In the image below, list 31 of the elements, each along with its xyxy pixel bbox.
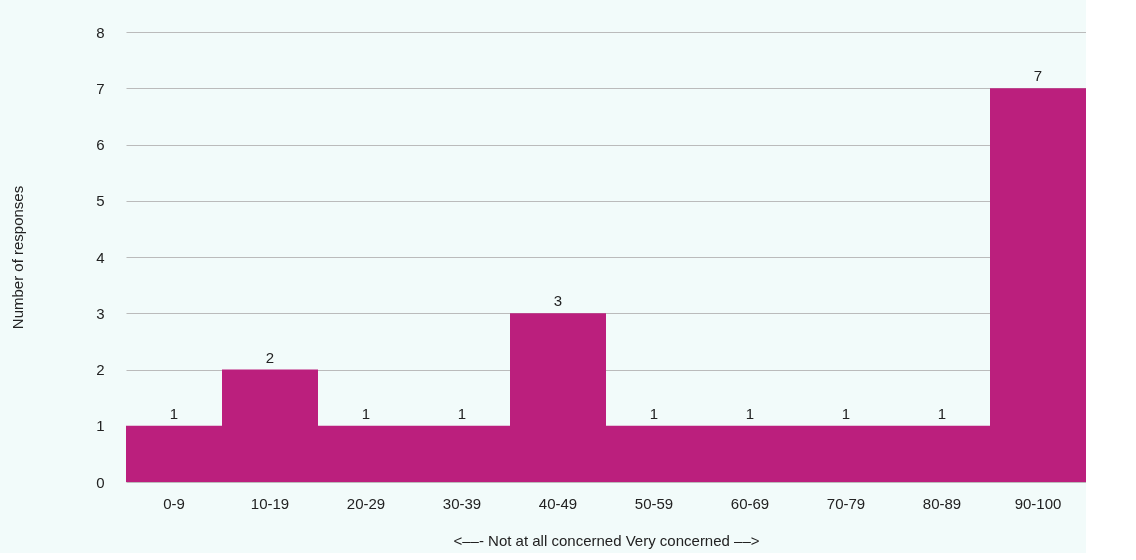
y-tick-label: 4 xyxy=(96,248,105,266)
x-tick-label: 70-79 xyxy=(826,494,866,512)
data-label: 7 xyxy=(1033,67,1043,85)
data-label: 1 xyxy=(745,404,755,422)
data-label: 1 xyxy=(169,404,179,422)
y-tick-label: 5 xyxy=(96,192,105,210)
data-label: 1 xyxy=(841,404,851,422)
x-tick-label: 60-69 xyxy=(730,494,770,512)
data-label: 1 xyxy=(457,404,467,422)
x-tick-label: 40-49 xyxy=(538,494,578,512)
x-axis-title: <––- Not at all concerned Very concerned ––> xyxy=(453,531,760,549)
y-axis-title: Number of responses xyxy=(9,185,27,330)
y-tick-label: 3 xyxy=(96,304,105,322)
x-tick-label: 0-9 xyxy=(163,494,185,512)
data-label: 1 xyxy=(649,404,659,422)
x-tick-label: 80-89 xyxy=(922,494,962,512)
data-label: 2 xyxy=(265,348,275,366)
x-tick-label: 20-29 xyxy=(346,494,386,512)
x-tick-label: 10-19 xyxy=(250,494,290,512)
y-tick-label: 2 xyxy=(96,361,105,378)
data-label: 1 xyxy=(361,404,371,422)
y-tick-label: 1 xyxy=(96,417,105,435)
data-label: 1 xyxy=(937,404,947,422)
y-tick-label: 0 xyxy=(96,473,105,491)
y-tick-label: 6 xyxy=(96,136,105,153)
x-tick-label: 90-100 xyxy=(1014,494,1062,512)
x-tick-label: 50-59 xyxy=(634,494,674,512)
y-tick-label: 8 xyxy=(96,23,105,41)
data-label: 3 xyxy=(553,292,563,310)
y-tick-label: 7 xyxy=(96,79,105,97)
x-tick-label: 30-39 xyxy=(442,494,482,512)
